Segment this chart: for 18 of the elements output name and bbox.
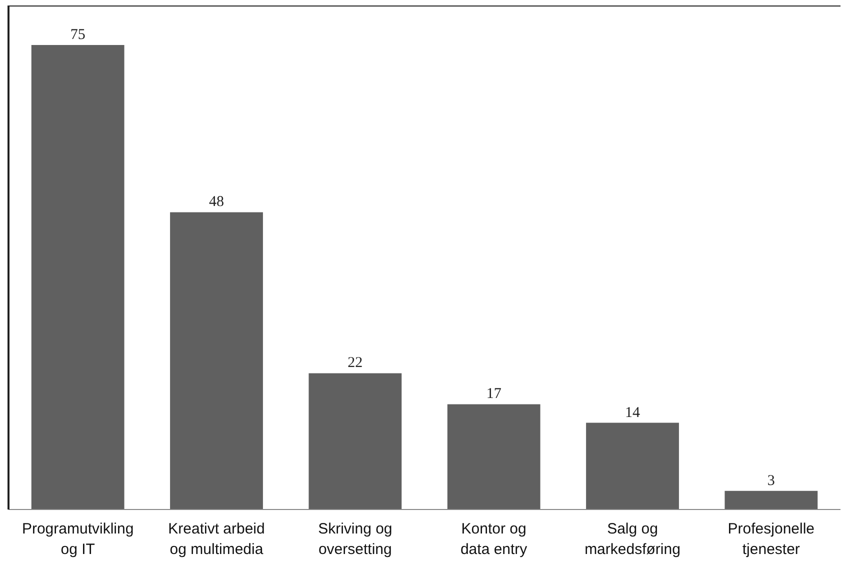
- data-label: 75: [70, 26, 86, 43]
- bar: [308, 373, 402, 510]
- bar: [586, 422, 679, 510]
- data-label: 3: [767, 472, 775, 489]
- x-tick-label: Kontor og data entry: [460, 520, 528, 558]
- x-tick-label: Kreativt arbeid og multimedia: [168, 520, 265, 558]
- data-label: 14: [625, 404, 640, 421]
- x-tick-label: Skriving og oversetting: [318, 520, 392, 558]
- data-label: 17: [486, 386, 502, 402]
- x-tick-label: Profesjonelle tjenester: [728, 520, 815, 558]
- data-label: 48: [209, 194, 224, 210]
- bar: [724, 490, 818, 510]
- x-tick-label: Programutvikling og IT: [22, 520, 134, 558]
- bar: [447, 404, 540, 510]
- bar: [31, 44, 124, 510]
- bar: [170, 212, 263, 510]
- x-tick-label: Salg og markedsføring: [584, 520, 680, 558]
- data-label: 22: [348, 355, 363, 372]
